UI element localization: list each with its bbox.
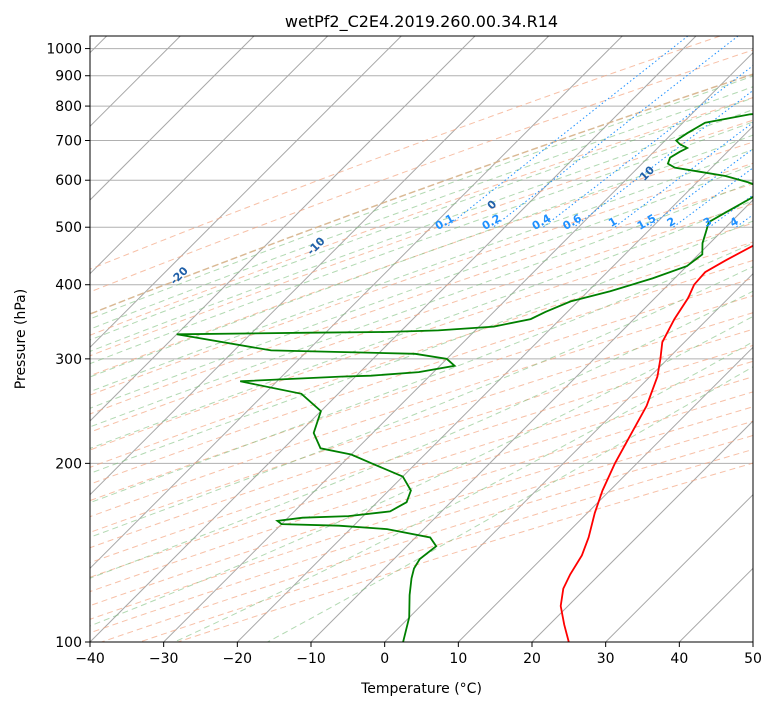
isotherm-line <box>90 36 550 496</box>
dry-adiabat-line <box>90 141 753 377</box>
isotherm-line <box>236 125 753 642</box>
y-tick-label: 700 <box>55 133 82 149</box>
x-tick-label: 40 <box>670 651 688 667</box>
series-line-1 <box>176 113 753 642</box>
x-tick-label: −20 <box>223 651 253 667</box>
isotherm-line <box>90 36 255 201</box>
plot-frame <box>89 35 754 643</box>
x-tick-label: 30 <box>597 651 615 667</box>
y-axis-label: Pressure (hPa) <box>13 289 29 389</box>
moist-adiabat-line <box>267 366 753 642</box>
dry-adiabat-line <box>90 259 753 485</box>
x-tick-label: 0 <box>380 651 389 667</box>
y-tick-label: 400 <box>55 278 82 294</box>
x-axis: −40 −30 −20 −10 0 10 20 30 40 50 <box>75 642 762 667</box>
dry-adiabat-line <box>90 97 753 336</box>
y-tick-label: 100 <box>55 635 82 651</box>
isotherm-line <box>457 346 753 642</box>
isotherm-line <box>163 51 753 642</box>
dry-adiabat-line <box>90 203 753 433</box>
mixing-ratio-line <box>672 167 753 228</box>
y-tick-label: 1000 <box>46 42 82 58</box>
moist-adiabat-line <box>90 109 753 352</box>
x-tick-label: 50 <box>744 651 762 667</box>
series-lines <box>176 113 753 642</box>
isotherm-line <box>384 272 753 642</box>
y-tick-label: 900 <box>55 69 82 85</box>
x-tick-label: −10 <box>296 651 326 667</box>
y-tick-label: 200 <box>55 456 82 472</box>
moist-adiabat-line <box>90 164 753 409</box>
y-tick-label: 600 <box>55 173 82 189</box>
dry-adiabat-line <box>90 360 753 578</box>
mixing-ratio-line <box>573 89 753 228</box>
dry-adiabat-line <box>90 277 753 502</box>
mixing-ratio-line <box>542 64 753 228</box>
isotherm-line <box>605 493 753 642</box>
moist-adiabat-line <box>90 315 753 627</box>
moist-adiabat-line <box>90 97 753 341</box>
x-tick-label: 20 <box>523 651 541 667</box>
moist-adiabat-line <box>90 75 753 320</box>
isotherm-line <box>90 36 476 422</box>
dry-adiabat-line <box>90 312 753 533</box>
moist-adiabat-line <box>90 86 753 330</box>
series-line-0 <box>559 244 753 642</box>
isotherm-line <box>90 36 329 275</box>
mixing-ratio-lines <box>445 36 753 228</box>
moist-adiabat-line <box>90 148 753 393</box>
x-tick-label: −40 <box>75 651 105 667</box>
moist-adiabat-line <box>90 121 753 365</box>
dry-adiabat-line <box>90 162 753 396</box>
dry-adiabat-line <box>90 222 753 451</box>
moist-adiabat-line <box>90 181 753 428</box>
dry-adiabat-line <box>90 119 753 357</box>
isotherm-line <box>90 36 623 570</box>
isotherm-line <box>90 36 402 349</box>
moist-adiabat-line <box>90 134 753 378</box>
background-lines <box>90 36 753 642</box>
x-axis-label: Temperature (°C) <box>360 681 482 697</box>
x-tick-label: −30 <box>149 651 179 667</box>
reference-curve <box>90 73 753 315</box>
isotherm-line <box>310 199 753 642</box>
plot-area: 0.10.20.40.611.52346810131620253036-100-… <box>90 36 753 642</box>
mixing-ratio-line <box>492 36 739 228</box>
y-tick-label: 800 <box>55 99 82 115</box>
dry-adiabat-line <box>90 328 753 549</box>
y-axis: 100 200 300 400 500 600 700 800 900 1000 <box>46 42 90 651</box>
y-tick-label: 500 <box>55 220 82 236</box>
dry-adiabat-line <box>90 391 753 607</box>
isotherm-line <box>531 420 753 642</box>
moist-adiabat-line <box>90 290 753 579</box>
x-tick-label: 10 <box>449 651 467 667</box>
dry-adiabat-line <box>90 49 753 293</box>
y-tick-label: 300 <box>55 352 82 368</box>
chart-title: wetPf2_C2E4.2019.260.00.34.R14 <box>285 12 558 32</box>
isotherm-line <box>90 36 697 642</box>
